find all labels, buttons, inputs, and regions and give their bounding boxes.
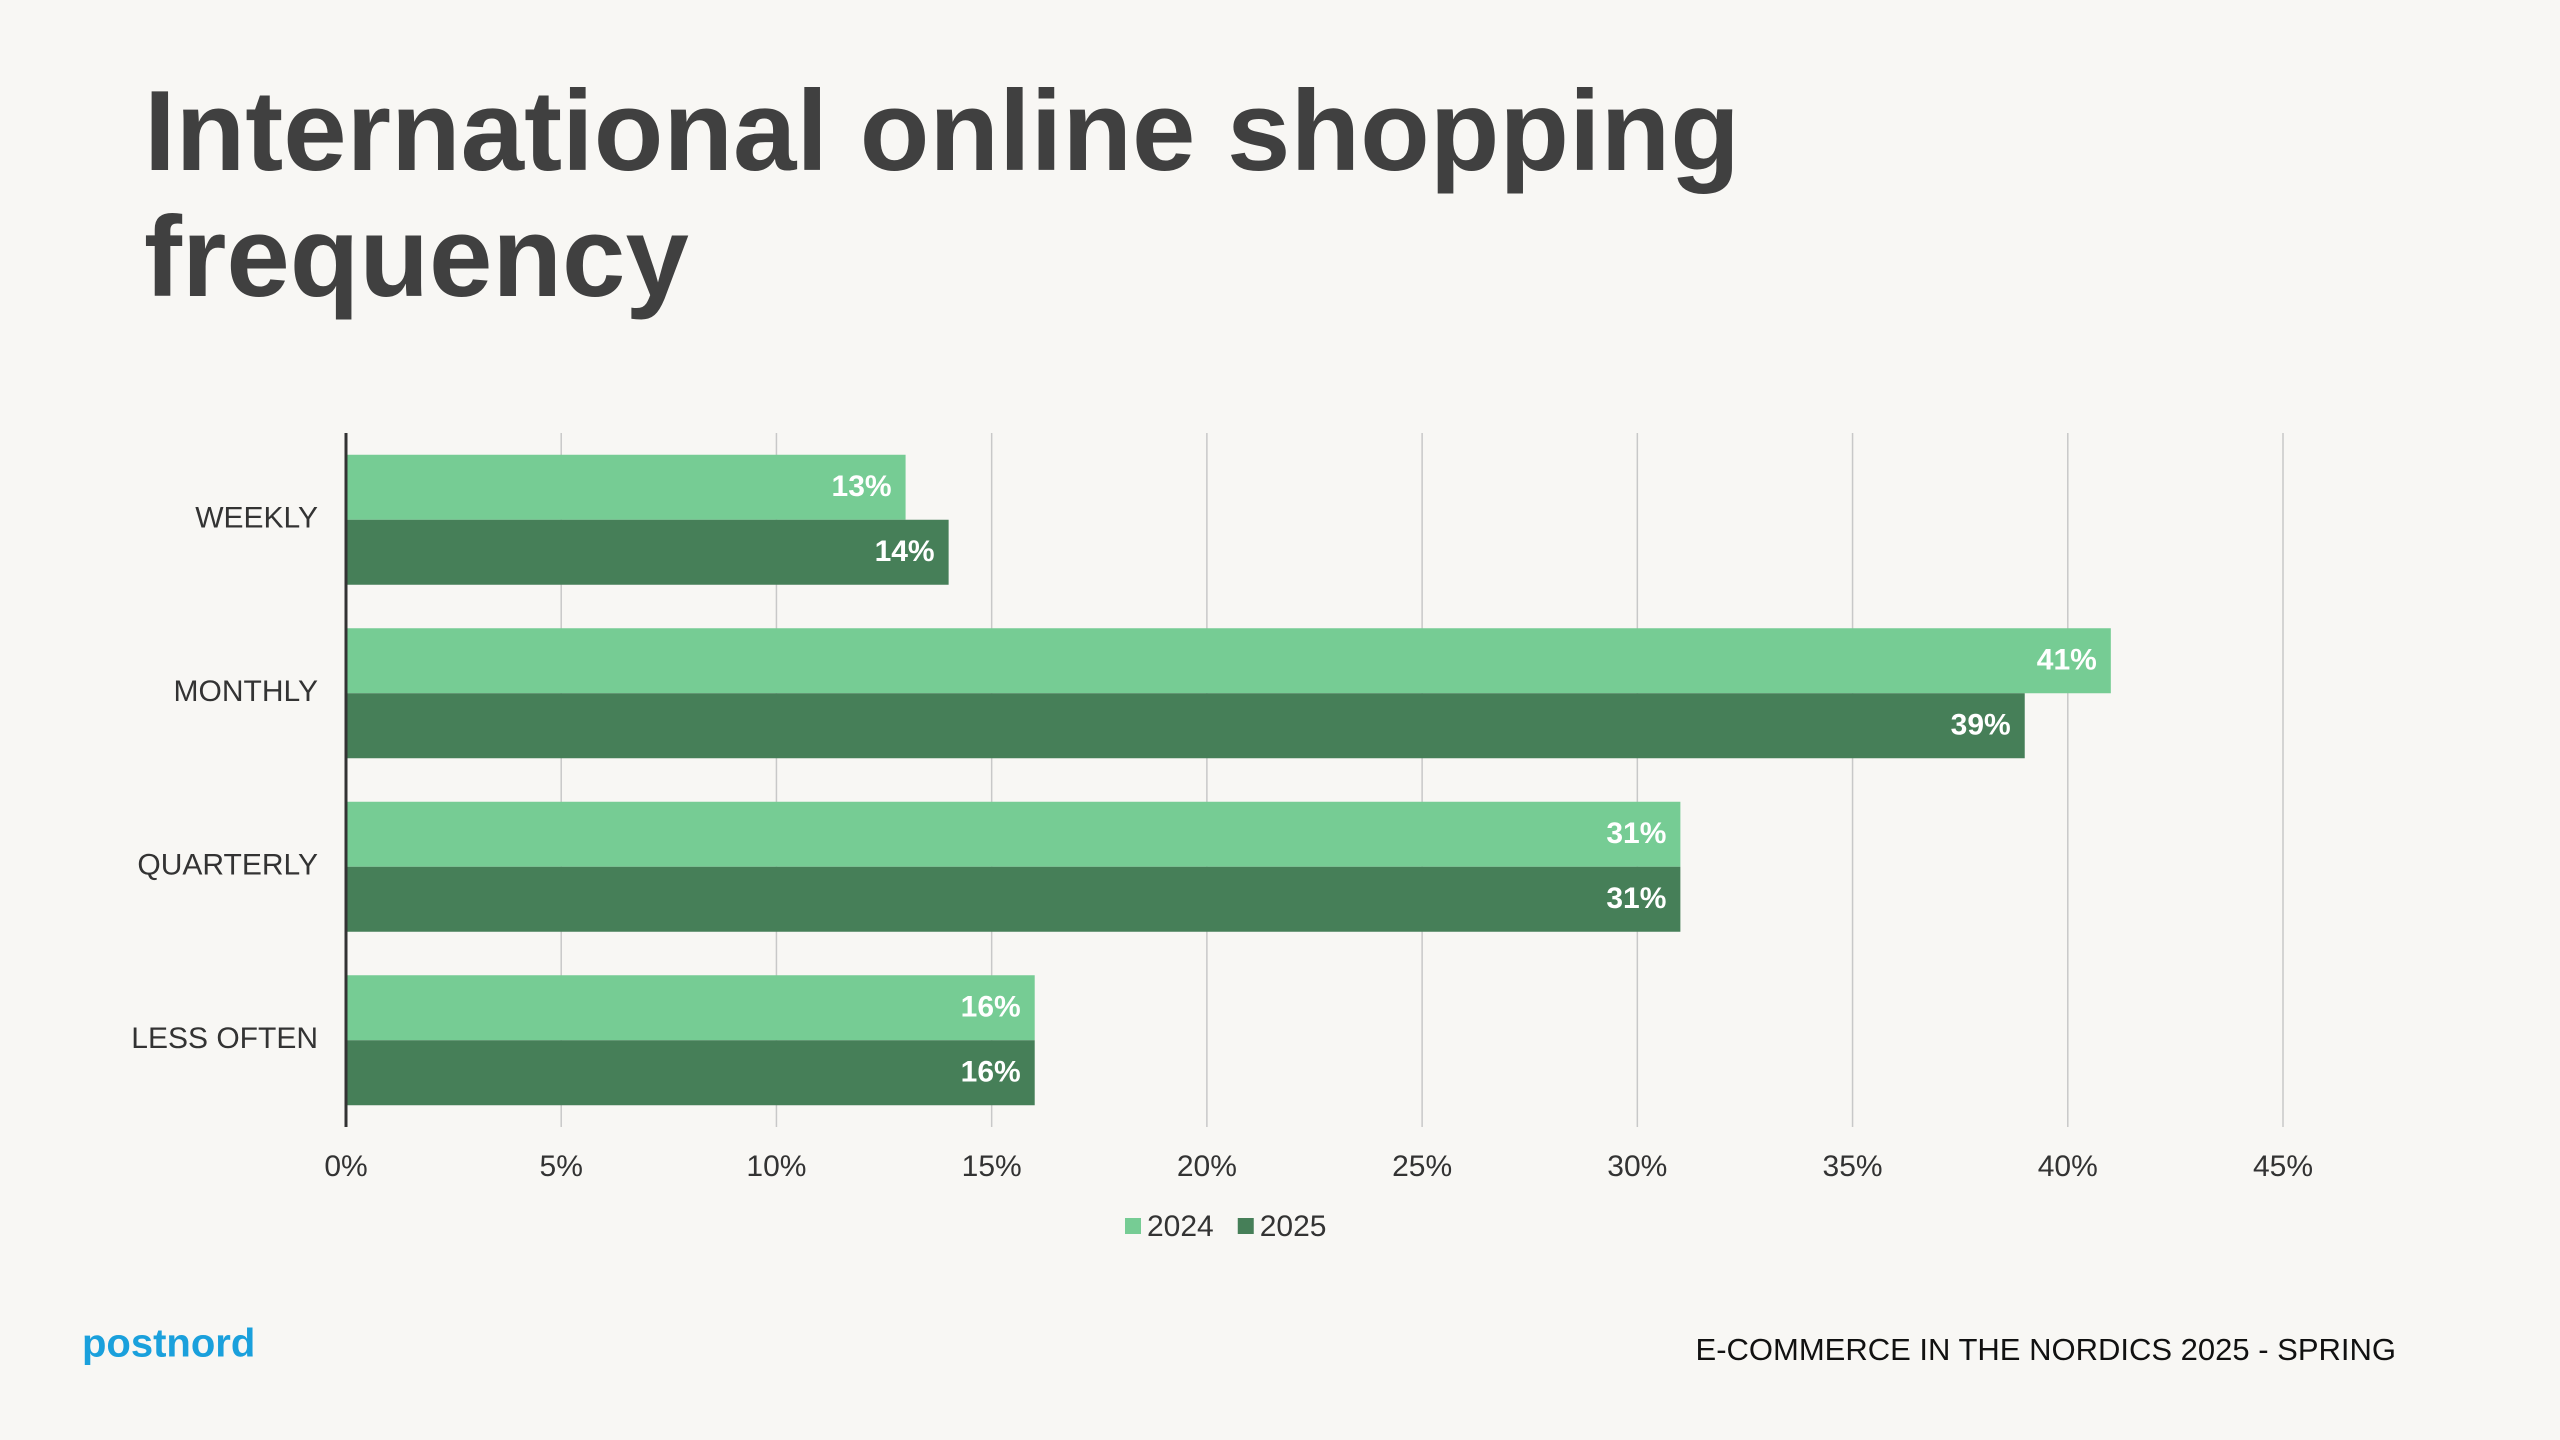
bar — [346, 454, 906, 520]
x-tick-label: 40% — [2038, 1150, 2098, 1183]
bar — [346, 519, 949, 585]
bar — [346, 801, 1681, 867]
data-label: 13% — [832, 470, 892, 503]
footer-caption: E-COMMERCE IN THE NORDICS 2025 - SPRING — [1696, 1332, 2396, 1367]
legend-label: 2024 — [1147, 1210, 1214, 1243]
y-tick-label: LESS OFTEN — [131, 1022, 318, 1055]
chart-title: International online shopping frequency — [144, 68, 1740, 321]
x-tick-label: 35% — [1823, 1150, 1883, 1183]
x-tick-label: 20% — [1177, 1150, 1237, 1183]
bar — [346, 693, 2025, 759]
legend-swatch — [1237, 1218, 1254, 1234]
x-tick-label: 45% — [2253, 1150, 2313, 1183]
data-label: 16% — [961, 1056, 1021, 1089]
bar — [346, 628, 2111, 694]
legend-label: 2025 — [1260, 1210, 1327, 1243]
data-label: 31% — [1606, 882, 1666, 915]
x-tick-label: 15% — [962, 1150, 1022, 1183]
bar — [346, 1040, 1035, 1106]
x-tick-label: 10% — [746, 1150, 806, 1183]
bar — [346, 975, 1035, 1041]
x-tick-label: 0% — [324, 1150, 367, 1183]
data-label: 39% — [1951, 709, 2011, 742]
y-tick-label: QUARTERLY — [137, 849, 318, 882]
bar — [346, 866, 1681, 932]
x-tick-label: 25% — [1392, 1150, 1452, 1183]
data-label: 16% — [961, 991, 1021, 1024]
x-tick-label: 30% — [1607, 1150, 1667, 1183]
x-tick-label: 5% — [540, 1150, 583, 1183]
legend-swatch — [1125, 1218, 1141, 1234]
brand-logo: postnord — [82, 1322, 255, 1366]
data-label: 14% — [875, 535, 935, 568]
y-tick-label: WEEKLY — [195, 502, 318, 535]
data-label: 41% — [2037, 644, 2097, 677]
y-tick-label: MONTHLY — [174, 675, 318, 708]
data-label: 31% — [1606, 817, 1666, 850]
